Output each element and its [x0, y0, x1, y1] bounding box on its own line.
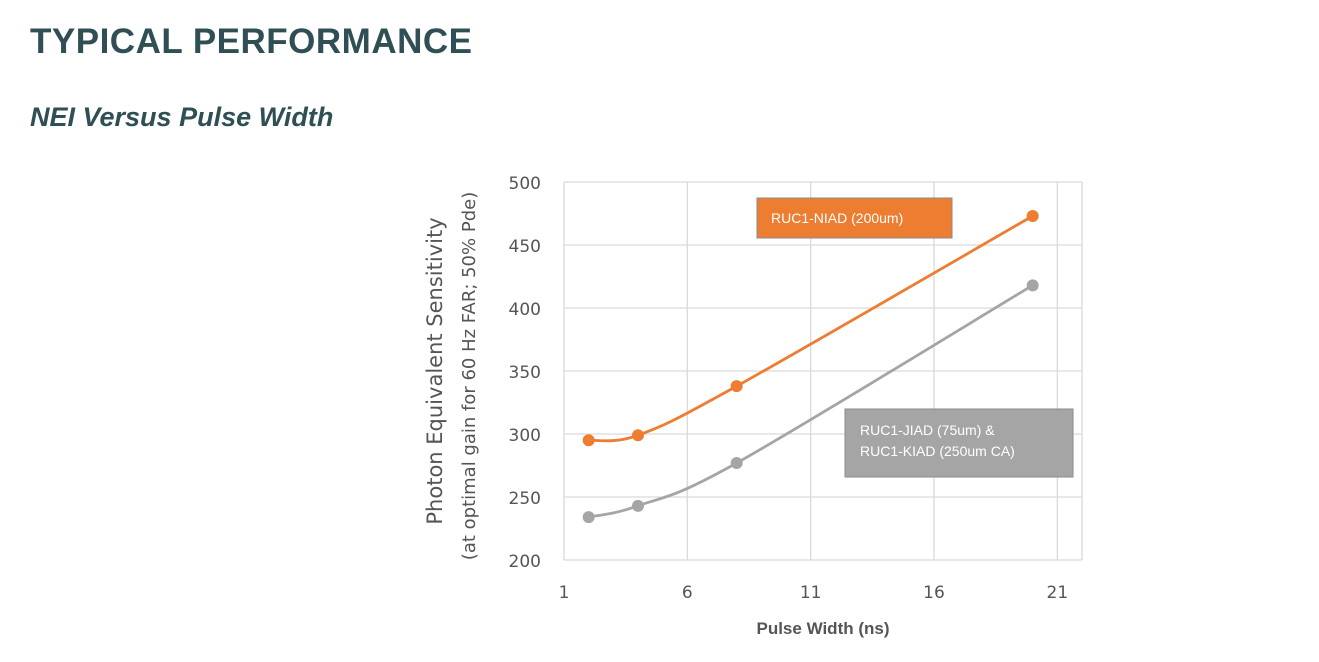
- y-tick-label: 300: [509, 426, 541, 446]
- x-tick-label: 6: [682, 583, 693, 603]
- data-point-1: [1026, 279, 1039, 292]
- y-tick-label: 200: [509, 552, 541, 572]
- y-tick-label: 450: [509, 237, 541, 257]
- x-tick-label: 16: [923, 583, 945, 603]
- series-label-box-1: [844, 408, 1074, 478]
- series-label-box-0: [756, 197, 953, 239]
- data-point-0: [582, 434, 595, 447]
- y-tick-label: 250: [509, 489, 541, 509]
- y-tick-label: 350: [509, 363, 541, 383]
- series-label-text: RUC1-NIAD (200um): [771, 210, 903, 226]
- chart-subheading: NEI Versus Pulse Width: [30, 102, 334, 132]
- chart-grid: [563, 181, 1083, 561]
- x-axis-label: Pulse Width (ns): [756, 619, 889, 638]
- data-point-1: [730, 456, 743, 469]
- y-tick-labels: 200 250 300 350 400 450 500: [509, 174, 541, 572]
- data-point-1: [632, 499, 644, 512]
- page-heading: TYPICAL PERFORMANCE: [30, 22, 473, 61]
- series-label-text: RUC1-KIAD (250um CA): [860, 443, 1015, 459]
- data-point-0: [730, 380, 743, 393]
- y-tick-label: 500: [509, 174, 541, 194]
- x-tick-label: 1: [559, 583, 570, 603]
- y-axis-label: Photon Equivalent Sensitivity: [423, 217, 447, 524]
- x-tick-label: 11: [800, 583, 822, 603]
- y-tick-label: 400: [509, 300, 541, 320]
- data-point-0: [1026, 210, 1039, 223]
- series-points: [582, 210, 1039, 524]
- x-tick-label: 21: [1047, 583, 1069, 603]
- x-tick-labels: 1 6 11 16 21: [559, 583, 1069, 603]
- data-point-1: [582, 511, 595, 524]
- data-point-0: [632, 429, 644, 442]
- y-axis-sublabel: (at optimal gain for 60 Hz FAR; 50% Pde): [459, 192, 480, 560]
- series-labels: RUC1-NIAD (200um) RUC1-JIAD (75um) & RUC1-…: [756, 197, 1074, 478]
- series-label-text: RUC1-JIAD (75um) &: [860, 422, 995, 438]
